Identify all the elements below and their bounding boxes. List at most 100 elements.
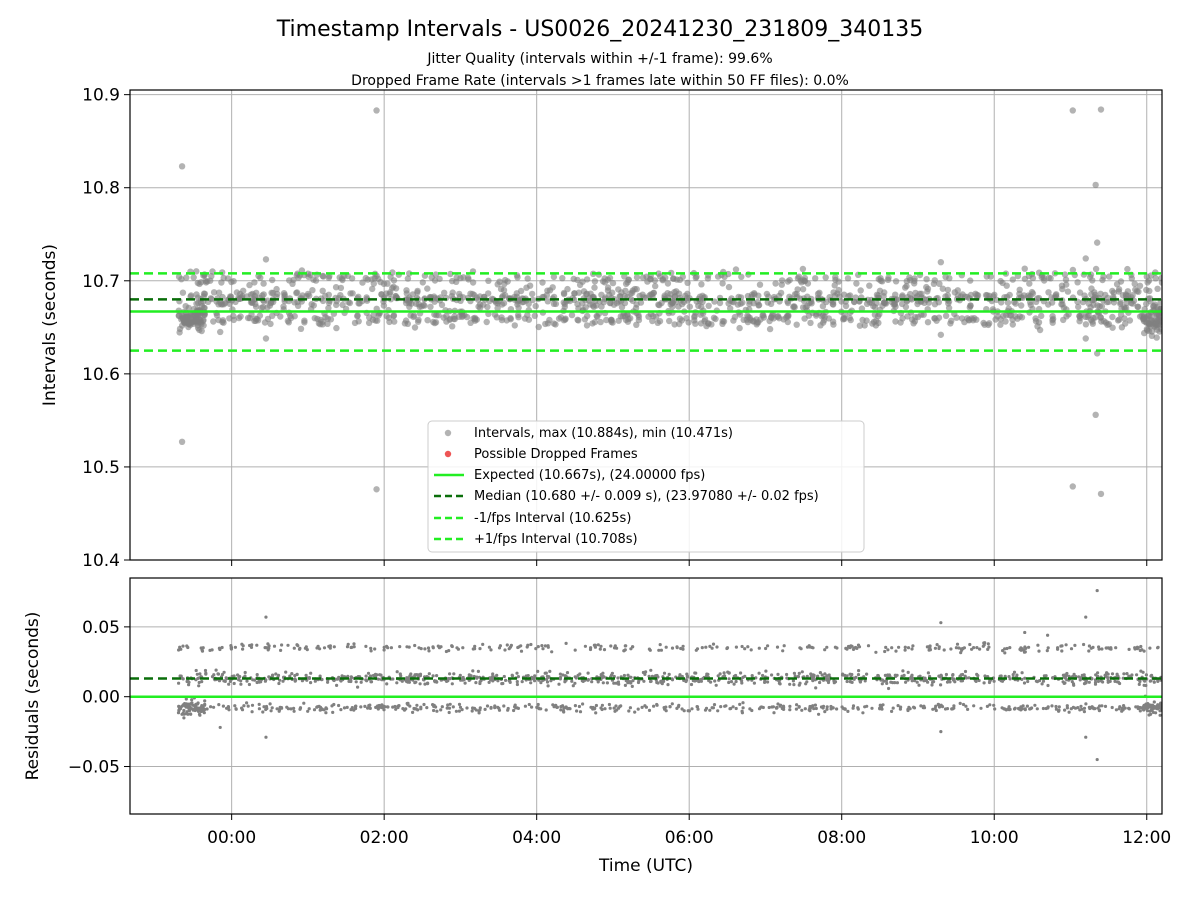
data-point <box>1002 707 1006 711</box>
data-point <box>457 709 461 713</box>
data-point <box>246 704 250 708</box>
data-point <box>807 319 814 327</box>
data-point <box>356 685 360 689</box>
data-point <box>874 313 882 320</box>
data-point <box>218 279 225 286</box>
data-point <box>276 673 281 678</box>
data-point <box>820 319 827 326</box>
data-point <box>491 679 495 683</box>
data-point <box>1076 312 1083 320</box>
data-point <box>853 280 860 287</box>
data-point <box>419 705 423 709</box>
data-point <box>263 646 267 650</box>
data-point <box>359 279 366 286</box>
data-point <box>406 270 413 277</box>
data-point <box>413 643 417 648</box>
data-point <box>1079 704 1083 709</box>
data-point <box>1026 280 1033 287</box>
data-point <box>380 280 388 287</box>
data-point <box>656 675 660 679</box>
data-point <box>775 292 783 300</box>
y-tick-label: 0.00 <box>82 688 120 708</box>
data-point <box>397 704 401 708</box>
data-point <box>603 707 607 711</box>
data-point <box>811 675 816 679</box>
data-point <box>414 318 422 325</box>
data-point <box>182 716 186 720</box>
data-point <box>438 301 446 309</box>
data-point <box>1023 707 1027 711</box>
data-point <box>795 703 799 707</box>
data-point <box>546 684 550 688</box>
data-point <box>974 292 982 299</box>
data-point <box>679 273 686 281</box>
data-point <box>448 677 452 681</box>
data-point <box>983 674 987 678</box>
data-point <box>1034 295 1041 302</box>
data-point <box>1009 321 1016 328</box>
data-point <box>177 681 181 685</box>
data-point <box>439 708 443 712</box>
data-point <box>800 708 804 712</box>
data-point <box>550 300 558 307</box>
data-point <box>784 299 792 307</box>
data-point <box>418 674 422 678</box>
outlier-point <box>178 163 186 170</box>
data-point <box>1004 299 1012 306</box>
data-point <box>251 317 258 324</box>
data-point <box>472 706 477 711</box>
data-point <box>601 671 605 675</box>
data-point <box>881 703 885 707</box>
data-point <box>624 311 631 318</box>
data-point <box>897 319 904 326</box>
data-point <box>186 705 190 709</box>
data-point <box>559 708 563 712</box>
data-point <box>959 673 963 677</box>
data-point <box>961 702 966 707</box>
data-point <box>861 322 868 329</box>
data-point <box>424 317 431 324</box>
data-point <box>196 326 203 334</box>
data-point <box>539 681 543 685</box>
data-point <box>1022 681 1027 685</box>
data-point <box>866 644 871 648</box>
data-point <box>267 320 274 328</box>
data-point <box>439 645 443 649</box>
data-point <box>1027 299 1034 306</box>
data-point <box>1006 707 1010 711</box>
data-point <box>903 648 907 652</box>
data-point <box>422 702 426 707</box>
data-point <box>564 641 568 646</box>
data-point <box>1088 291 1095 298</box>
data-point <box>493 299 500 306</box>
data-point <box>671 289 678 296</box>
data-point <box>1086 273 1094 281</box>
data-point <box>1148 709 1152 713</box>
data-point <box>997 277 1004 285</box>
data-point <box>713 679 717 683</box>
data-point <box>200 704 204 708</box>
data-point <box>778 281 785 288</box>
data-point <box>1006 311 1013 319</box>
data-point <box>793 321 800 328</box>
data-point <box>820 673 824 677</box>
data-point <box>1081 292 1088 299</box>
data-point <box>966 304 973 311</box>
outlier-point <box>1046 633 1050 637</box>
data-point <box>959 651 963 655</box>
data-point <box>1097 645 1101 649</box>
data-point <box>500 682 504 686</box>
data-point <box>671 321 678 328</box>
data-point <box>681 647 685 651</box>
data-point <box>945 680 950 684</box>
data-point <box>631 679 635 683</box>
data-point <box>887 686 891 691</box>
data-point <box>933 646 938 650</box>
data-point <box>203 702 207 706</box>
data-point <box>433 312 440 319</box>
outlier-point <box>1082 335 1089 342</box>
data-point <box>1009 316 1016 323</box>
outlier-point <box>1084 735 1088 739</box>
data-point <box>628 675 632 679</box>
data-point <box>1074 279 1081 286</box>
